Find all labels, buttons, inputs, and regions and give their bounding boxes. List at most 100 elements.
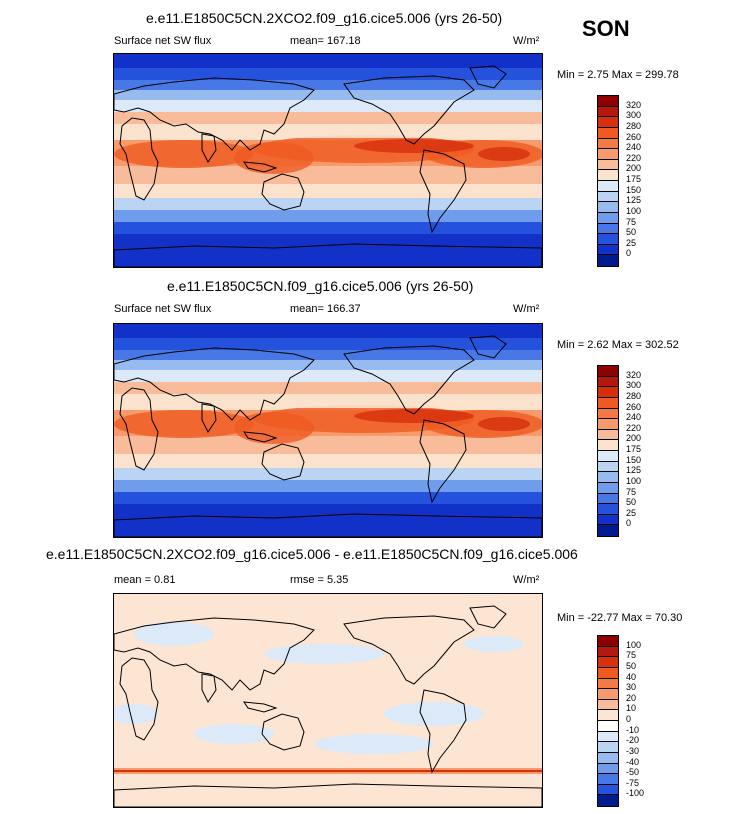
- colorbar-swatch: [598, 678, 618, 690]
- colorbar-swatch: [598, 472, 618, 483]
- coastline: [114, 347, 315, 421]
- coastline: [469, 335, 507, 359]
- colorbar-tick-label: -10: [626, 724, 640, 735]
- colorbar-swatch: [598, 689, 618, 700]
- colorbar-swatch: [598, 731, 618, 743]
- colorbar-tick-label: 0: [626, 518, 632, 529]
- coastline: [114, 513, 542, 537]
- colorbar-tick-label: 260: [626, 131, 642, 142]
- colorbar-tick-label: 300: [626, 110, 642, 121]
- colorbar-tick-label: 50: [626, 497, 637, 508]
- colorbar-swatch: [598, 667, 618, 679]
- colorbar-swatch: [598, 710, 618, 721]
- colorbar-tick-label: 40: [626, 671, 637, 682]
- colorbar-swatch: [598, 106, 618, 118]
- colorbar-tick-label: 100: [626, 205, 642, 216]
- coastline: [469, 65, 507, 89]
- coastline: [419, 149, 467, 234]
- coastline: [119, 657, 159, 741]
- colorbar-swatch: [598, 181, 618, 192]
- colorbar-tick-label: 100: [626, 639, 642, 650]
- coastline: [343, 345, 475, 415]
- colorbar-tick-label: 100: [626, 475, 642, 486]
- colorbar-tick-label: 320: [626, 369, 642, 380]
- coastline: [114, 243, 542, 267]
- colorbar-swatch: [598, 525, 618, 536]
- panel-2-minmax-label: Min = 2.62 Max = 302.52: [557, 339, 679, 351]
- colorbar-tick-label: 150: [626, 454, 642, 465]
- colorbar-tick-label: 10: [626, 703, 637, 714]
- panel-1-map-canvas: [114, 54, 542, 267]
- coastline: [242, 161, 278, 173]
- colorbar-tick-label: 125: [626, 195, 642, 206]
- colorbar-tick-label: -40: [626, 756, 640, 767]
- colorbar-tick-label: 300: [626, 380, 642, 391]
- colorbar-tick-label: 220: [626, 422, 642, 433]
- panel-1-mean-label: mean= 167.18: [290, 35, 361, 47]
- coastline: [261, 713, 305, 751]
- colorbar-swatch: [598, 784, 618, 796]
- coastline: [119, 117, 159, 201]
- panel-3-colorbar-labels: 100 75 50 40 30 20 10 0 -10 -20 -30 -40 -50 -75 -100: [596, 635, 644, 807]
- panel-2-title: e.e11.E1850C5CN.f09_g16.cice5.006 (yrs 2…: [167, 278, 474, 294]
- colorbar-swatch: [598, 646, 618, 658]
- colorbar-tick-label: 320: [626, 99, 642, 110]
- panel-2-variable-label: Surface net SW flux: [114, 303, 212, 315]
- colorbar-swatch: [598, 795, 618, 806]
- coastline: [419, 419, 467, 504]
- panel-3-minmax-label: Min = -22.77 Max = 70.30: [557, 612, 683, 624]
- colorbar-swatch: [598, 429, 618, 441]
- colorbar-tick-label: 175: [626, 444, 642, 454]
- coastline: [469, 605, 507, 629]
- colorbar-swatch: [598, 202, 618, 213]
- colorbar-swatch: [598, 191, 618, 203]
- colorbar-swatch: [598, 234, 618, 245]
- colorbar-tick-label: 75: [626, 650, 637, 661]
- coastline: [343, 75, 475, 145]
- colorbar-swatch: [598, 376, 618, 388]
- coastline: [114, 617, 315, 691]
- colorbar-swatch: [598, 752, 618, 764]
- colorbar-swatch: [598, 493, 618, 505]
- colorbar-swatch: [598, 461, 618, 473]
- colorbar-tick-label: 200: [626, 163, 642, 174]
- colorbar-tick-label: 50: [626, 227, 637, 238]
- colorbar-swatch: [598, 657, 618, 668]
- colorbar-swatch: [598, 451, 618, 462]
- colorbar-swatch: [598, 397, 618, 409]
- coastline: [201, 133, 217, 163]
- panel-1-units-label: W/m²: [513, 35, 540, 47]
- colorbar-swatch: [598, 419, 618, 430]
- coastline: [343, 615, 475, 685]
- colorbar-tick-label: 0: [626, 714, 632, 724]
- colorbar-tick-label: -50: [626, 767, 640, 778]
- colorbar-swatch: [598, 149, 618, 160]
- panel-3-map: [113, 593, 543, 808]
- colorbar-tick-label: 175: [626, 174, 642, 184]
- coastline: [242, 701, 278, 713]
- colorbar-swatch: [598, 636, 618, 647]
- panel-3-map-canvas: [114, 594, 542, 807]
- panel-2-colorbar-labels: 320 300 280 260 240 220 200 175 150 125 100 75 50 25 0: [596, 365, 641, 537]
- panel-2-map: [113, 323, 543, 538]
- colorbar-swatch: [598, 159, 618, 171]
- colorbar-tick-label: 25: [626, 237, 637, 248]
- coastline: [261, 173, 305, 211]
- colorbar-tick-label: 25: [626, 507, 637, 518]
- coastline: [201, 403, 217, 433]
- colorbar-tick-label: 75: [626, 486, 637, 497]
- colorbar-swatch: [598, 366, 618, 377]
- coastline-group: [114, 65, 542, 267]
- colorbar-tick-label: 30: [626, 682, 637, 693]
- colorbar-swatch: [598, 212, 618, 224]
- coastline-group: [114, 335, 542, 537]
- colorbar-swatch: [598, 387, 618, 398]
- coastline: [119, 387, 159, 471]
- panel-1-colorbar-labels: 320 300 280 260 240 220 200 175 150 125 100 75 50 25 0: [596, 95, 641, 267]
- colorbar-tick-label: 220: [626, 152, 642, 163]
- panel-2-mean-label: mean= 166.37: [290, 303, 361, 315]
- panel-3-title: e.e11.E1850C5CN.2XCO2.f09_g16.cice5.006 …: [46, 546, 578, 562]
- colorbar-tick-label: 280: [626, 120, 642, 131]
- colorbar-tick-label: 240: [626, 412, 642, 423]
- panel-1-minmax-label: Min = 2.75 Max = 299.78: [557, 69, 679, 81]
